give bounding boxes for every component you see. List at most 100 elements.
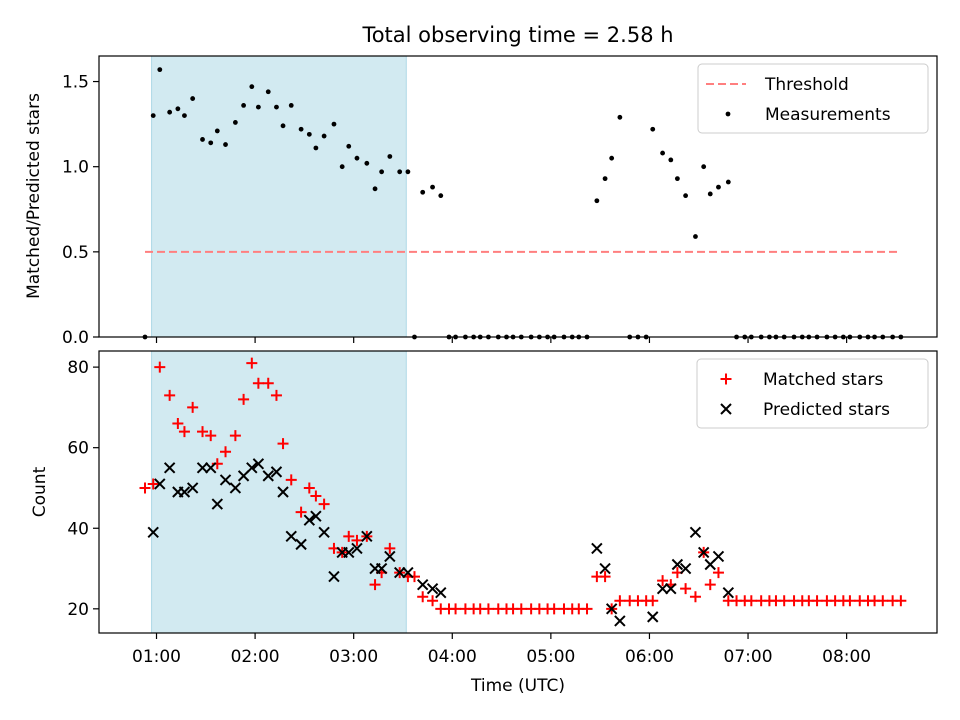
matched-star-marker <box>811 595 823 607</box>
measurement-point <box>617 114 623 120</box>
matched-star-marker <box>229 430 241 442</box>
measurement-point <box>693 234 698 239</box>
matched-star-marker <box>657 575 669 587</box>
matched-star-marker <box>187 401 199 413</box>
matched-star-marker <box>178 426 190 438</box>
bottom-y-axis: 20 40 60 80 <box>67 358 99 620</box>
matched-star-marker <box>680 583 692 595</box>
predicted-star-marker <box>285 530 297 543</box>
top-plot-frame <box>98 55 938 338</box>
bottom-x-tick-label: 04:00 <box>428 647 477 667</box>
predicted-star-marker <box>384 550 396 563</box>
measurement-point <box>397 169 403 175</box>
measurement-point <box>255 104 261 110</box>
matched-star-marker <box>450 603 462 615</box>
measurement-point <box>354 155 360 161</box>
matched-star-marker <box>246 357 258 369</box>
bottom-y-axis-label: Count <box>30 466 50 517</box>
predicted-star-marker <box>270 466 283 478</box>
measurement-point <box>650 126 656 132</box>
matched-star-marker <box>417 591 429 603</box>
predicted-stars-series <box>147 458 735 627</box>
matched-star-marker <box>262 377 274 389</box>
measurement-point <box>280 123 286 129</box>
measurement-point <box>364 160 370 166</box>
predicted-star-marker <box>697 546 710 559</box>
predicted-star-marker <box>656 582 669 595</box>
measurement-point <box>223 142 228 147</box>
measurement-point <box>668 157 674 163</box>
matched-star-marker <box>351 534 363 546</box>
top-legend: Threshold Measurements <box>697 63 929 134</box>
measurement-point <box>150 113 156 119</box>
measurements-legend-label: Measurements <box>765 105 891 125</box>
matched-star-marker <box>384 542 396 554</box>
bottom-x-tick-label: 07:00 <box>724 647 773 667</box>
measurement-point <box>387 154 393 159</box>
measurement-point <box>190 96 196 101</box>
matched-star-marker <box>277 438 289 450</box>
predicted-star-marker <box>205 462 217 474</box>
predicted-star-marker <box>647 611 659 623</box>
matched-star-marker <box>581 603 593 615</box>
measurement-point <box>200 137 205 142</box>
predicted-star-marker <box>689 526 702 538</box>
bottom-x-tick-label: 05:00 <box>526 647 575 667</box>
measurement-point <box>660 150 665 156</box>
matched-star-marker <box>220 446 232 458</box>
predicted-star-marker <box>295 538 307 551</box>
bottom-y-tick-label: 80 <box>67 358 89 378</box>
measurement-point <box>298 126 304 132</box>
matched-star-marker <box>310 490 322 502</box>
measurement-point <box>306 131 312 137</box>
predicted-star-marker <box>416 578 429 591</box>
matched-star-marker <box>844 595 856 607</box>
top-y-tick-label: 1.0 <box>62 158 89 178</box>
measurement-point <box>372 186 378 192</box>
bottom-x-axis: 01:00 02:00 03:00 04:00 05:00 06:00 07:00 08:00 <box>132 633 871 667</box>
predicted-star-marker <box>722 587 735 599</box>
measurement-point <box>175 106 181 112</box>
predicted-star-marker <box>310 510 322 522</box>
predicted-star-marker <box>591 542 603 555</box>
predicted-star-marker <box>665 582 677 595</box>
measurement-point <box>707 191 713 197</box>
predicted-star-marker <box>318 526 330 538</box>
matched-star-marker <box>205 430 217 442</box>
predicted-star-marker <box>178 486 191 498</box>
predicted-star-marker <box>599 562 611 575</box>
bottom-x-tick-label: 01:00 <box>132 647 181 667</box>
predicted-stars-legend-label: Predicted stars <box>763 400 890 420</box>
bottom-y-tick-label: 60 <box>67 439 89 459</box>
predicted-star-marker <box>343 546 355 559</box>
matched-star-marker <box>482 603 494 615</box>
measurement-point <box>313 145 319 151</box>
bottom-x-tick-label: 06:00 <box>625 647 674 667</box>
top-y-axis: 0.0 0.5 1.0 1.5 <box>62 73 99 348</box>
predicted-star-marker <box>375 562 388 575</box>
measurement-point <box>430 184 435 190</box>
threshold-legend-label: Threshold <box>764 75 849 95</box>
measurement-point <box>438 193 444 199</box>
predicted-star-marker <box>671 558 684 571</box>
measurement-point <box>214 128 220 134</box>
predicted-star-marker <box>154 478 166 490</box>
matched-star-marker <box>895 595 907 607</box>
predicted-star-marker <box>328 570 340 583</box>
predicted-star-marker <box>351 542 363 555</box>
predicted-star-marker <box>435 587 447 599</box>
top-panel: 0.0 0.5 1.0 1.5 Matched/Predicted stars Thr… <box>24 55 938 348</box>
matched-star-marker <box>548 603 560 615</box>
matched-star-marker <box>647 595 659 607</box>
predicted-star-marker <box>219 474 232 486</box>
measurement-point <box>241 102 246 108</box>
predicted-star-marker <box>186 482 199 494</box>
predicted-star-marker <box>614 615 626 627</box>
top-y-tick-label: 0.0 <box>62 328 89 348</box>
measurements-legend-swatch <box>725 111 731 117</box>
matched-star-marker <box>303 482 315 494</box>
measurement-point <box>420 189 426 195</box>
matched-star-marker <box>164 389 176 401</box>
predicted-star-marker <box>712 550 725 563</box>
